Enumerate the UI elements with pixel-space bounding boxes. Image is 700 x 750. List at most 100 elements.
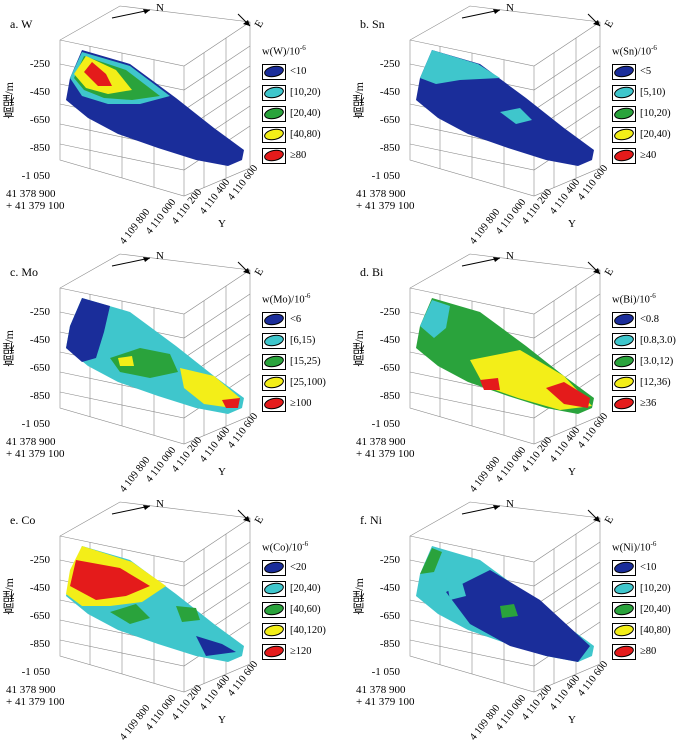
z-axis-label: 高程/m [352,82,366,119]
panel-1: b. Sn N E -250 -450 -650 -850 -1 050 高程/m 41 378 … [350,0,700,250]
legend-label: [6,15) [290,335,316,346]
swatch-fill [613,85,635,100]
legend-swatch [262,580,286,597]
legend-swatch [262,622,286,639]
legend-item: ≥80 [262,146,342,166]
legend-swatch [612,601,636,618]
legend-label: <6 [290,314,302,325]
legend-item: ≥40 [612,146,692,166]
legend-swatch [262,311,286,328]
swatch-fill [613,312,635,327]
legend-label: [20,40) [290,583,321,594]
swatch-fill [613,64,635,79]
y-tick: + 41 379 100 [6,696,65,708]
z-axis-label: 高程/m [2,82,16,119]
legend-item: ≥80 [612,642,692,662]
legend: w(Ni)/10-6 <10 [10,20) [20,40) [40,80) ≥80 [612,540,692,663]
swatch-fill [263,85,285,100]
corner-mark: Y [218,218,226,230]
swatch-fill [263,375,285,390]
grade-zone-green [420,548,442,574]
panel-0: a. W N E -250 -450 -650 -850 -1 050 高程/m 41 378 9… [0,0,350,250]
panel-title: f. Ni [360,513,382,527]
legend-swatch [262,643,286,660]
z-tick: -450 [379,334,400,346]
legend-item: [6,15) [262,331,342,351]
z-tick: -450 [379,582,400,594]
swatch-fill [263,623,285,638]
legend-item: [20,40) [262,104,342,124]
legend-swatch [262,126,286,143]
block-model-5 [409,501,601,693]
legend-item: [40,60) [262,600,342,620]
panel-title: b. Sn [360,17,385,31]
legend-label: [10,20) [640,583,671,594]
legend: w(Sn)/10-6 <5 [5,10) [10,20) [20,40) ≥40 [612,44,692,167]
legend-swatch [262,559,286,576]
corner-mark: Y [218,466,226,478]
y-tick: 41 378 900 [6,684,56,696]
legend-title: w(Co)/10-6 [262,540,309,554]
block-model-0 [59,5,251,197]
z-tick: -250 [379,306,400,318]
legend-label: <20 [290,562,307,573]
y-tick: + 41 379 100 [356,696,415,708]
north-arrow [461,505,501,515]
legend-label: [20,40) [640,129,671,140]
north-arrow [111,9,151,19]
legend-item: ≥36 [612,394,692,414]
z-axis-label: 高程/m [352,330,366,367]
legend-swatch [262,332,286,349]
panel-title: a. W [10,17,33,31]
y-tick: 41 378 900 [6,188,56,200]
grade-zone-green [110,604,150,624]
legend-label: ≥36 [640,398,657,409]
legend-swatch [612,395,636,412]
legend-title: w(W)/10-6 [262,44,306,58]
legend-swatch [262,601,286,618]
corner-mark: Y [568,218,576,230]
legend-item: [10,20) [262,83,342,103]
z-tick: -850 [29,390,50,402]
legend-swatch [612,580,636,597]
swatch-fill [613,396,635,411]
panel-title: d. Bi [360,265,384,279]
legend-swatch [612,311,636,328]
swatch-fill [613,644,635,659]
legend: w(W)/10-6 <10 [10,20) [20,40) [40,80) ≥80 [262,44,342,167]
legend-label: ≥120 [290,646,312,657]
swatch-fill [263,127,285,142]
north-arrow [111,505,151,515]
legend-swatch [612,84,636,101]
y-tick: 41 378 900 [356,436,406,448]
grade-zone-green [500,604,518,618]
legend-item: <20 [262,558,342,578]
z-tick: -250 [379,554,400,566]
y-tick: 41 378 900 [356,684,406,696]
z-tick: -650 [379,114,400,126]
legend-label: [10,20) [640,108,671,119]
z-tick: -1 050 [21,170,50,182]
grade-zone-yellow [118,356,134,366]
swatch-fill [263,581,285,596]
legend-title: w(Ni)/10-6 [612,540,657,554]
legend-swatch [262,395,286,412]
z-tick: -1 050 [21,418,50,430]
legend: w(Mo)/10-6 <6 [6,15) [15,25) [25,100) ≥100 [262,292,342,415]
swatch-fill [263,312,285,327]
north-label: N [156,2,164,14]
legend-item: [0.8,3.0) [612,331,692,351]
swatch-fill [613,333,635,348]
legend-swatch [262,105,286,122]
z-tick: -650 [379,362,400,374]
y-tick: 41 378 900 [356,188,406,200]
legend-title: w(Sn)/10-6 [612,44,657,58]
legend-swatch [612,374,636,391]
legend-label: [3.0,12) [640,356,674,367]
panel-2: c. Mo N E -250 -450 -650 -850 -1 050 高程/m 41 378 … [0,248,350,498]
legend-swatch [262,147,286,164]
north-arrow [461,257,501,267]
legend-item: <0.8 [612,310,692,330]
grade-zone-red [546,382,590,408]
legend-label: [20,40) [640,604,671,615]
